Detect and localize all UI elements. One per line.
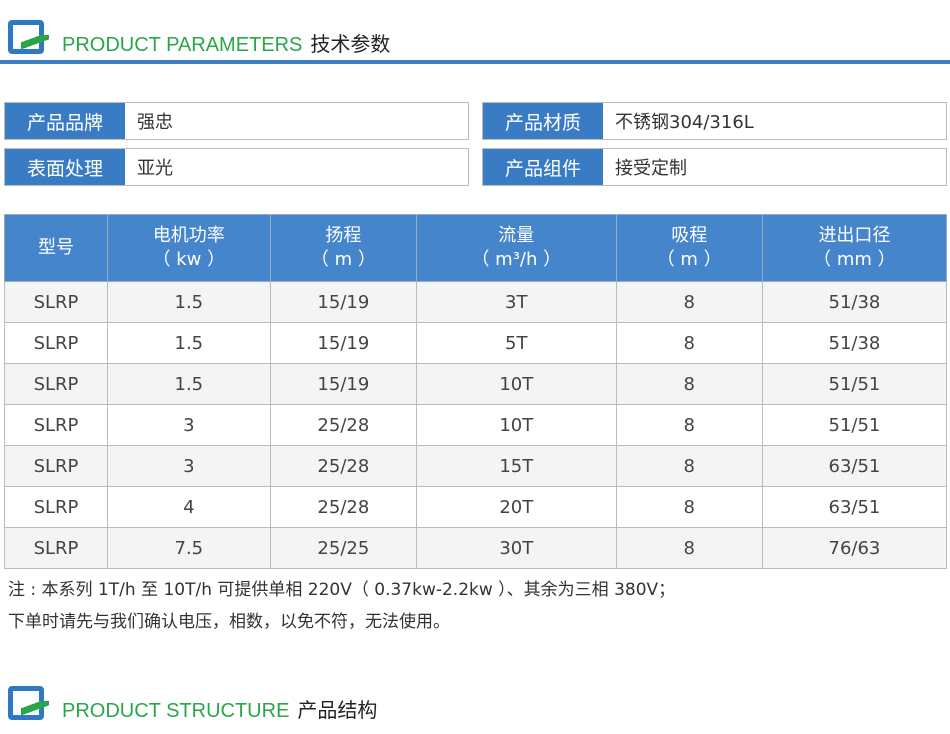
table-row: SLRP 1.5 15/19 5T 8 51/38 (4, 322, 948, 364)
table-cell: SLRP (4, 281, 108, 323)
table-cell: 3 (106, 445, 271, 487)
header-text: 型号 (37, 237, 74, 258)
logo-icon (8, 20, 49, 54)
table-cell: 3 (106, 404, 271, 446)
attribute-row: 产品组件 接受定制 (482, 148, 947, 186)
attribute-value: 不锈钢304/316L (615, 112, 754, 133)
table-cell: 7.5 (106, 527, 271, 569)
header-text: 电机功率 (152, 225, 225, 246)
column-header: 进出口径 （ mm ） (761, 214, 948, 282)
attribute-key: 表面处理 (5, 149, 125, 185)
header-text: 扬程 (325, 225, 362, 246)
header-text: （ m³/h ） (471, 249, 562, 270)
header-text: （ kw ） (152, 249, 226, 270)
note-line: 下单时请先与我们确认电压，相数，以免不符，无法使用。 (8, 612, 450, 632)
table-cell: 25/28 (269, 404, 418, 446)
note-line: 注 : 本系列 1T/h 至 10T/h 可提供单相 220V（ 0.37kw-… (8, 580, 676, 600)
attribute-key: 产品品牌 (5, 103, 125, 139)
table-cell: SLRP (4, 445, 108, 487)
column-header: 扬程 （ m ） (269, 214, 418, 282)
section-title-en: PRODUCT PARAMETERS (62, 34, 303, 56)
table-row: SLRP 4 25/28 20T 8 63/51 (4, 486, 948, 528)
header-text: （ m ） (656, 249, 722, 270)
table-cell: 25/28 (269, 486, 418, 528)
table-row: SLRP 1.5 15/19 10T 8 51/51 (4, 363, 948, 405)
section-title-cn: 技术参数 (310, 34, 391, 56)
table-cell: 25/25 (269, 527, 418, 569)
table-cell: 1.5 (106, 281, 271, 323)
column-header: 电机功率 （ kw ） (106, 214, 271, 282)
table-cell: 10T (416, 404, 617, 446)
table-cell: 1.5 (106, 363, 271, 405)
column-header: 流量 （ m³/h ） (416, 214, 617, 282)
table-cell: 63/51 (761, 486, 948, 528)
parameters-table: 型号 电机功率 （ kw ） 扬程 （ m ） 流量 （ m³/h ） 吸程 （ m ） 进出口径… (4, 214, 948, 569)
table-cell: SLRP (4, 486, 108, 528)
table-cell: 51/38 (761, 281, 948, 323)
table-cell: 15/19 (269, 363, 418, 405)
table-cell: 76/63 (761, 527, 948, 569)
attribute-value: 强忠 (137, 112, 173, 133)
table-row: SLRP 1.5 15/19 3T 8 51/38 (4, 281, 948, 323)
table-cell: 8 (615, 527, 763, 569)
table-cell: 5T (416, 322, 617, 364)
header-text: 进出口径 (818, 225, 891, 246)
note: 注 : 本系列 1T/h 至 10T/h 可提供单相 220V（ 0.37kw-… (8, 574, 675, 638)
column-header: 型号 (4, 214, 108, 282)
table-cell: 51/38 (761, 322, 948, 364)
table-cell: SLRP (4, 363, 108, 405)
table-row: SLRP 3 25/28 10T 8 51/51 (4, 404, 948, 446)
table-cell: 8 (615, 281, 763, 323)
attribute-value: 亚光 (137, 158, 173, 179)
header-text: 流量 (498, 225, 535, 246)
header-text: （ mm ） (813, 249, 896, 270)
table-row: SLRP 3 25/28 15T 8 63/51 (4, 445, 948, 487)
table-cell: 15/19 (269, 322, 418, 364)
attribute-row: 表面处理 亚光 (4, 148, 469, 186)
table-cell: 8 (615, 404, 763, 446)
table-cell: SLRP (4, 404, 108, 446)
table-cell: 25/28 (269, 445, 418, 487)
table-row: SLRP 7.5 25/25 30T 8 76/63 (4, 527, 948, 569)
table-cell: 8 (615, 486, 763, 528)
logo-icon (8, 686, 49, 720)
table-cell: 30T (416, 527, 617, 569)
table-cell: 63/51 (761, 445, 948, 487)
table-cell: 10T (416, 363, 617, 405)
attribute-key: 产品组件 (483, 149, 603, 185)
divider (0, 60, 950, 64)
header-text: 吸程 (671, 225, 708, 246)
header-text: （ m ） (310, 249, 376, 270)
attribute-key: 产品材质 (483, 103, 603, 139)
column-header: 吸程 （ m ） (615, 214, 763, 282)
attribute-row: 产品品牌 强忠 (4, 102, 469, 140)
table-cell: 8 (615, 445, 763, 487)
section-title-cn: 产品结构 (297, 700, 378, 722)
table-cell: 3T (416, 281, 617, 323)
table-cell: 51/51 (761, 404, 948, 446)
attribute-value: 接受定制 (615, 158, 687, 179)
table-cell: 4 (106, 486, 271, 528)
section-header-parameters: PRODUCT PARAMETERS 技术参数 (0, 8, 950, 68)
attribute-row: 产品材质 不锈钢304/316L (482, 102, 947, 140)
section-title-en: PRODUCT STRUCTURE (62, 700, 290, 722)
table-cell: SLRP (4, 527, 108, 569)
table-cell: 8 (615, 322, 763, 364)
table-cell: 1.5 (106, 322, 271, 364)
table-cell: 51/51 (761, 363, 948, 405)
table-cell: 15T (416, 445, 617, 487)
table-cell: 20T (416, 486, 617, 528)
table-cell: 15/19 (269, 281, 418, 323)
section-header-structure: PRODUCT STRUCTURE 产品结构 (0, 674, 950, 734)
table-cell: SLRP (4, 322, 108, 364)
table-cell: 8 (615, 363, 763, 405)
